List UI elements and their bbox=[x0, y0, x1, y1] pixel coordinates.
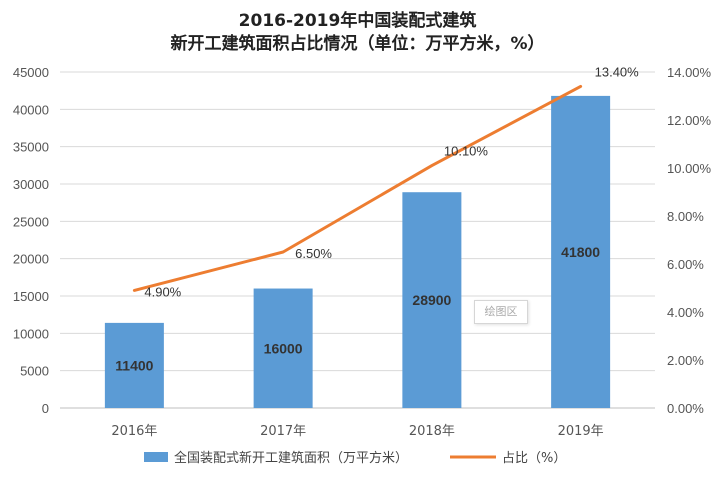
bar bbox=[253, 288, 313, 408]
y-right-tick-label: 10.00% bbox=[667, 161, 712, 176]
x-tick-label: 2019年 bbox=[558, 424, 604, 439]
y-left-tick-label: 15000 bbox=[13, 289, 49, 304]
y-left-tick-label: 35000 bbox=[13, 140, 49, 155]
chart-subtitle: 新开工建筑面积占比情况（单位：万平方米，%） bbox=[170, 34, 545, 54]
bar bbox=[104, 322, 164, 408]
y-right-tick-label: 0.00% bbox=[667, 401, 704, 416]
y-right-tick-label: 2.00% bbox=[667, 353, 704, 368]
x-tick-label: 2018年 bbox=[409, 424, 455, 439]
y-right-tick-label: 4.00% bbox=[667, 305, 704, 320]
y-left-tick-label: 0 bbox=[42, 401, 49, 416]
line-data-label: 13.40% bbox=[595, 64, 640, 79]
legend-bar-label: 全国装配式新开工建筑面积（万平方米） bbox=[174, 450, 408, 466]
y-left-tick-label: 45000 bbox=[13, 65, 49, 80]
line-data-label: 10.10% bbox=[444, 144, 489, 159]
y-right-tick-label: 12.00% bbox=[667, 113, 712, 128]
x-tick-label: 2017年 bbox=[260, 424, 306, 439]
bar bbox=[402, 192, 462, 408]
bar-data-label: 11400 bbox=[115, 357, 153, 373]
bar bbox=[551, 95, 611, 408]
y-left-tick-label: 30000 bbox=[13, 177, 49, 192]
y-left-tick-label: 40000 bbox=[13, 102, 49, 117]
bar-data-label: 16000 bbox=[264, 340, 303, 356]
y-right-tick-label: 6.00% bbox=[667, 257, 704, 272]
y-left-tick-label: 20000 bbox=[13, 252, 49, 267]
line-data-label: 4.90% bbox=[144, 284, 181, 299]
y-right-tick-label: 14.00% bbox=[667, 65, 712, 80]
legend-line-label: 占比（%） bbox=[502, 451, 566, 466]
bar-data-label: 41800 bbox=[561, 244, 600, 260]
line-data-label: 6.50% bbox=[295, 246, 332, 261]
line-series bbox=[132, 84, 583, 292]
y-right-tick-label: 8.00% bbox=[667, 209, 704, 224]
y-left-tick-label: 25000 bbox=[13, 214, 49, 229]
y-left-tick-label: 10000 bbox=[13, 326, 49, 341]
bar-data-label: 28900 bbox=[412, 292, 451, 308]
y-left-tick-label: 5000 bbox=[20, 364, 49, 379]
legend-bar-swatch bbox=[144, 452, 168, 462]
x-tick-label: 2016年 bbox=[111, 424, 157, 439]
chart-title: 2016-2019年中国装配式建筑 bbox=[238, 11, 477, 31]
plot-area-tooltip: 绘图区 bbox=[474, 300, 528, 324]
